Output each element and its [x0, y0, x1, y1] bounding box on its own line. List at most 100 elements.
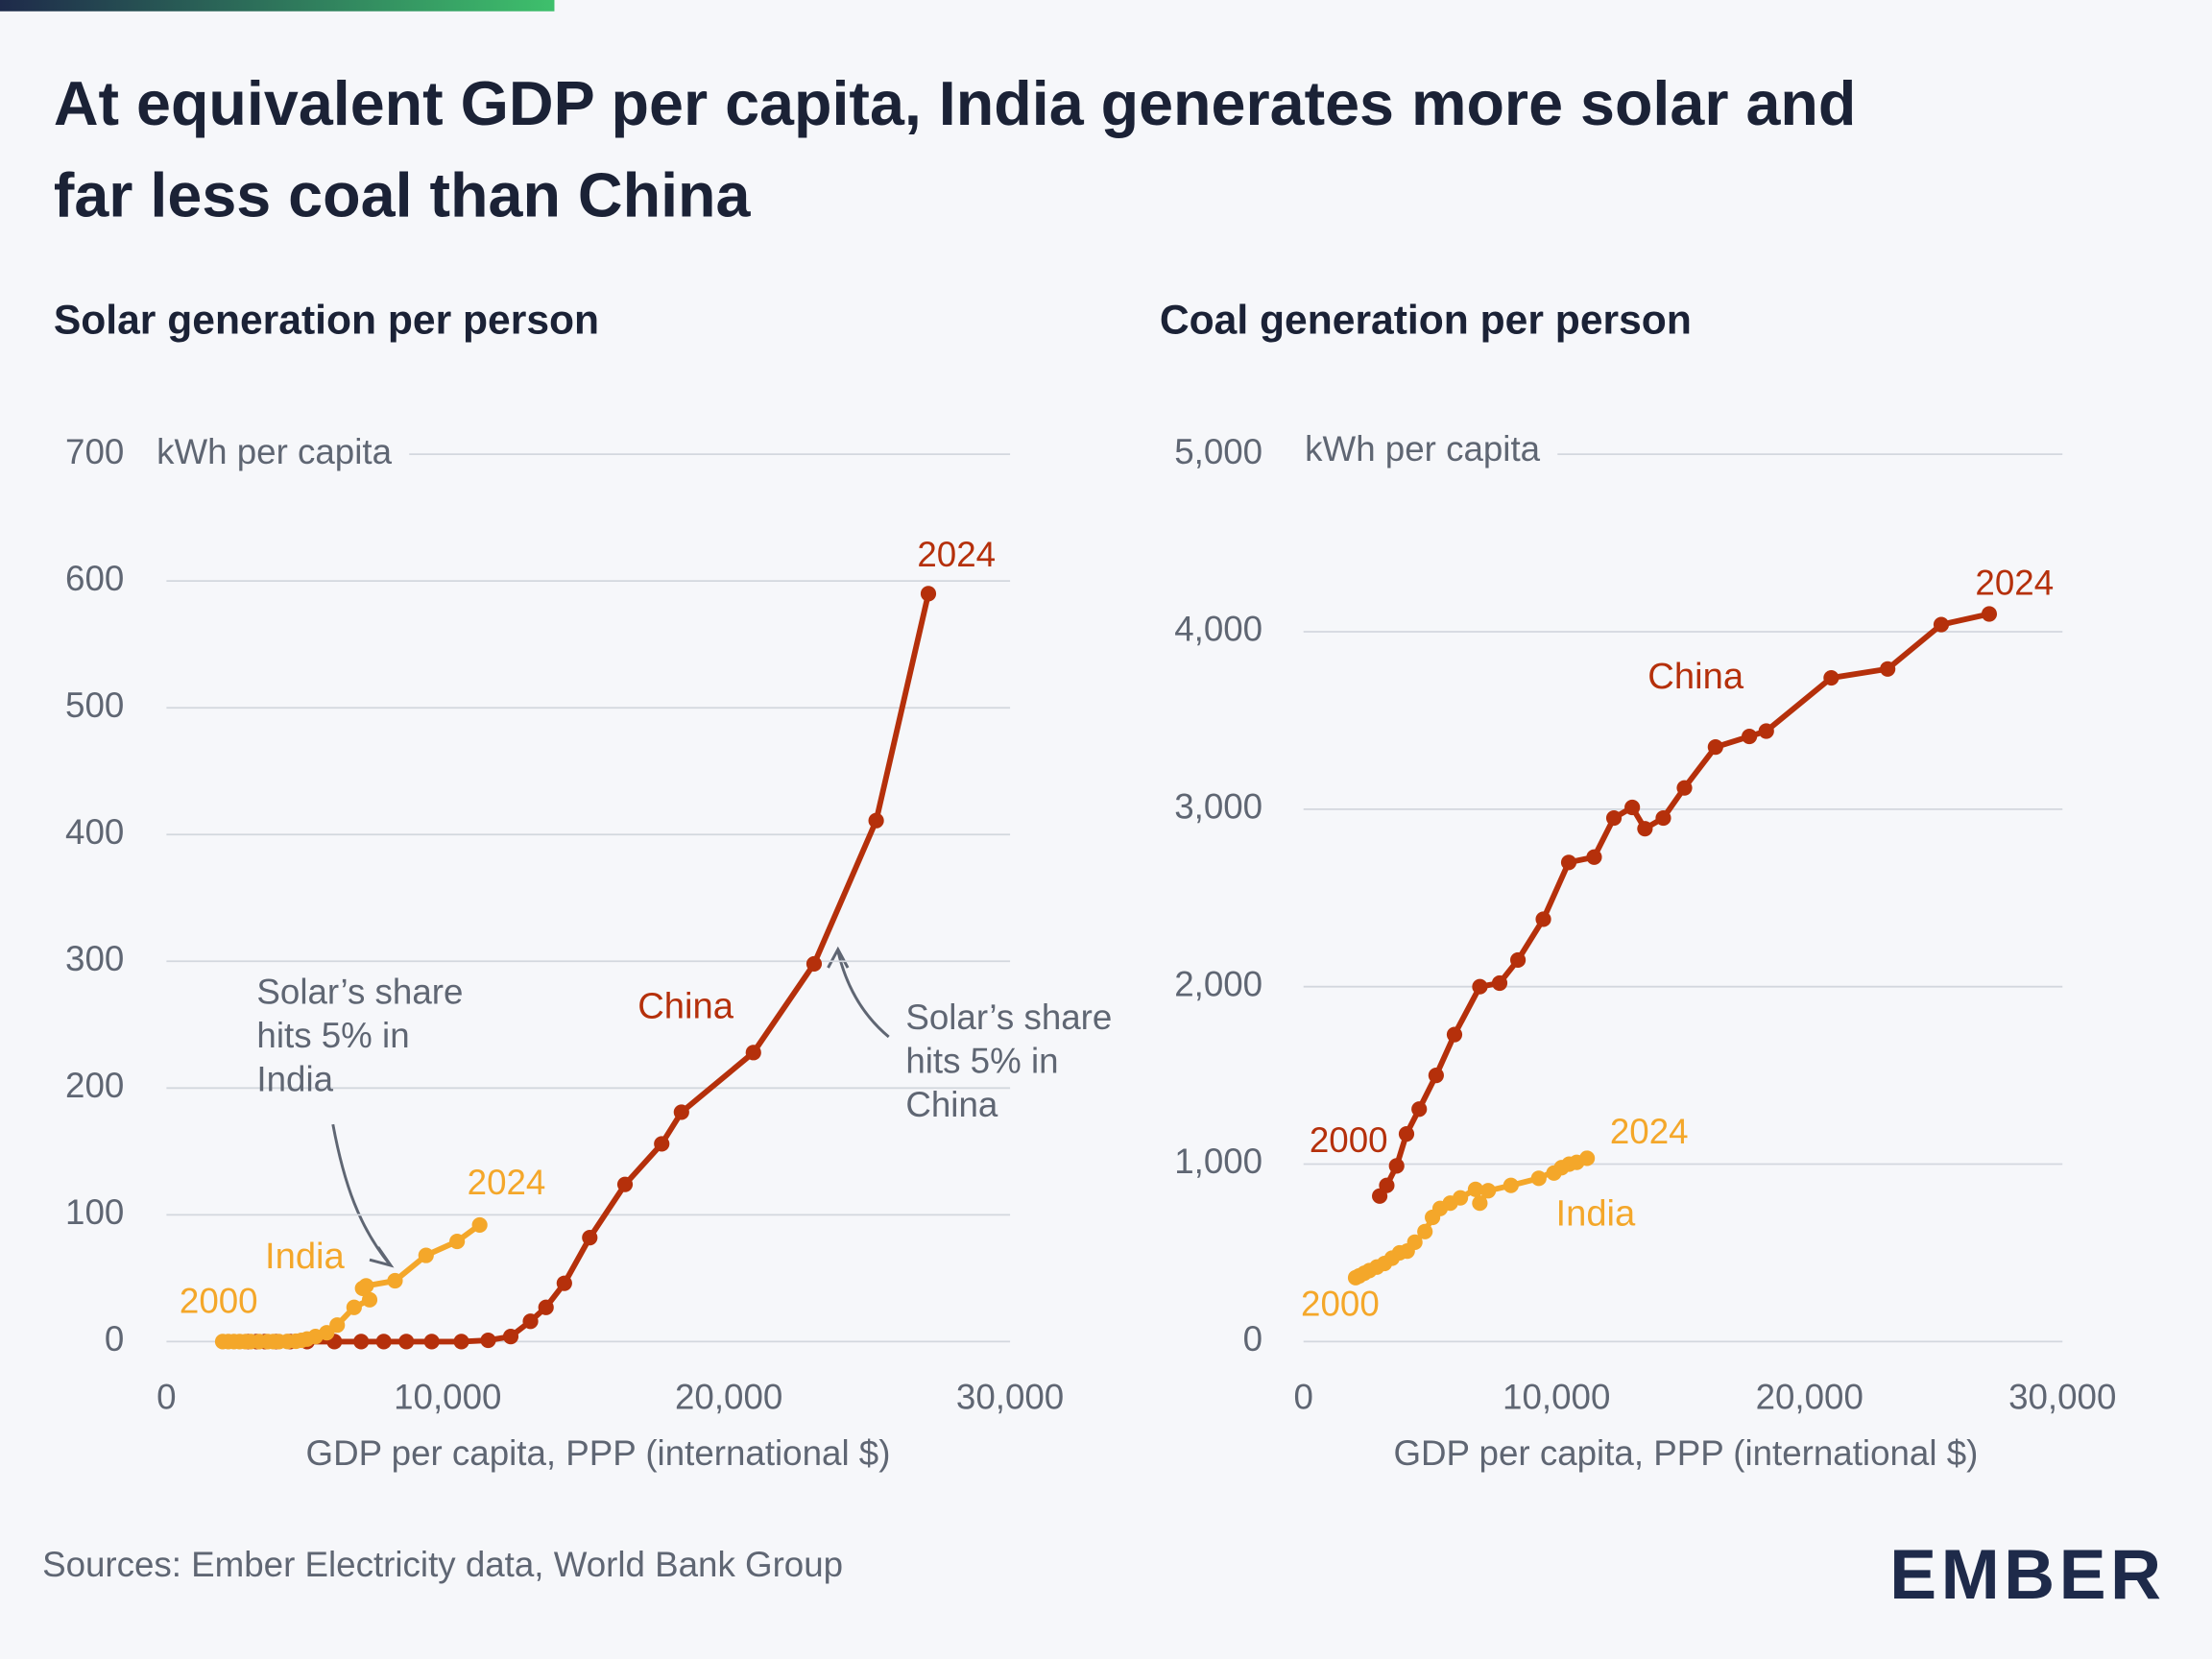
data-point [1655, 810, 1671, 827]
logo: EMBER [1889, 1534, 2165, 1614]
data-point [1530, 1170, 1547, 1187]
data-point [375, 1334, 392, 1350]
series-label: India [265, 1236, 346, 1277]
x-axis-label: GDP per capita, PPP (international $) [306, 1433, 891, 1473]
data-point [346, 1299, 362, 1315]
annotation: 2000 [180, 1281, 258, 1320]
data-point [361, 1291, 378, 1308]
data-point [423, 1334, 440, 1350]
data-point [1453, 1190, 1469, 1206]
series-label: China [637, 986, 734, 1027]
data-point [1758, 723, 1774, 739]
data-point [1823, 669, 1839, 686]
data-point [1981, 606, 1998, 622]
data-point [868, 812, 884, 829]
data-point [1676, 780, 1693, 796]
data-point [654, 1136, 670, 1152]
title-line: At equivalent GDP per capita, India gene… [54, 68, 1857, 138]
label-background [148, 431, 410, 471]
data-point [1637, 821, 1653, 837]
data-point [1742, 728, 1758, 745]
annotation: hits 5% in [905, 1042, 1058, 1081]
data-point [1407, 1234, 1423, 1250]
data-point [1417, 1223, 1433, 1239]
data-point [1560, 854, 1577, 871]
data-point [1472, 978, 1488, 995]
data-point [1933, 616, 1950, 633]
data-point [480, 1332, 496, 1349]
annotation: 2024 [1975, 563, 2054, 602]
data-point [1388, 1158, 1405, 1174]
annotation: 2024 [917, 535, 996, 574]
data-point [616, 1176, 634, 1192]
y-tick-label: 600 [65, 559, 124, 598]
chart-title: Coal generation per person [1160, 298, 1692, 344]
y-tick-label: 3,000 [1174, 787, 1262, 827]
annotation: China [905, 1085, 998, 1124]
data-point [522, 1313, 539, 1330]
y-tick-label: 300 [65, 939, 124, 978]
data-point [673, 1104, 689, 1120]
data-point [538, 1299, 554, 1315]
y-tick-label: 700 [65, 432, 124, 471]
y-axis-label: kWh per capita [156, 432, 392, 471]
label-background [1296, 428, 1558, 469]
chart: Solar generation per person 0 100 200 300 400… [54, 298, 1113, 1473]
data-point [471, 1216, 488, 1233]
data-point [1880, 661, 1896, 677]
y-tick-label: 5,000 [1174, 432, 1262, 471]
data-point [418, 1247, 434, 1263]
annotation: hits 5% in [256, 1016, 409, 1055]
data-point [1428, 1068, 1444, 1084]
data-point [745, 1045, 761, 1061]
annotation: Solar’s share [256, 973, 463, 1012]
x-tick-label: 20,000 [675, 1377, 782, 1416]
annotation: 2000 [1301, 1284, 1380, 1323]
data-point [387, 1272, 403, 1289]
arrowhead [369, 1246, 395, 1268]
y-tick-label: 200 [65, 1066, 124, 1105]
data-point [1398, 1126, 1415, 1142]
y-tick-label: 1,000 [1174, 1142, 1262, 1181]
data-point [1411, 1101, 1428, 1118]
data-point [329, 1317, 346, 1334]
x-tick-label: 0 [1294, 1377, 1313, 1416]
x-tick-label: 10,000 [1503, 1377, 1610, 1416]
x-tick-label: 20,000 [1756, 1377, 1863, 1416]
data-point [398, 1334, 415, 1350]
y-tick-label: 4,000 [1174, 610, 1262, 649]
data-point [1446, 1026, 1463, 1043]
annotation: India [256, 1060, 333, 1099]
chart: Coal generation per person 0 1,000 2,000 3,0… [1160, 298, 2117, 1473]
data-point [1553, 1160, 1570, 1176]
data-point [1605, 810, 1623, 827]
data-point [1535, 911, 1551, 927]
data-point [1586, 849, 1602, 865]
data-point [1707, 739, 1723, 756]
x-tick-label: 30,000 [2008, 1377, 2116, 1416]
y-tick-label: 100 [65, 1192, 124, 1232]
annotation: 2000 [1310, 1120, 1388, 1160]
x-tick-label: 0 [156, 1377, 176, 1416]
accent-bar [0, 0, 555, 12]
y-tick-label: 0 [1243, 1319, 1262, 1358]
y-tick-label: 400 [65, 812, 124, 852]
data-point [1479, 1183, 1497, 1199]
data-point [453, 1334, 469, 1350]
annotation: Solar’s share [905, 998, 1112, 1037]
annotation: 2024 [468, 1163, 546, 1202]
source: Sources: Ember Electricity data, World B… [42, 1545, 843, 1584]
data-point [1467, 1181, 1483, 1197]
data-point [502, 1329, 519, 1345]
data-point [1510, 951, 1527, 969]
data-point [449, 1233, 466, 1250]
data-point [805, 955, 823, 973]
data-point [358, 1278, 374, 1294]
y-axis-label: kWh per capita [1305, 429, 1540, 469]
annotation: 2024 [1610, 1112, 1689, 1151]
data-point [582, 1230, 598, 1246]
chart-title: Solar generation per person [54, 298, 599, 344]
